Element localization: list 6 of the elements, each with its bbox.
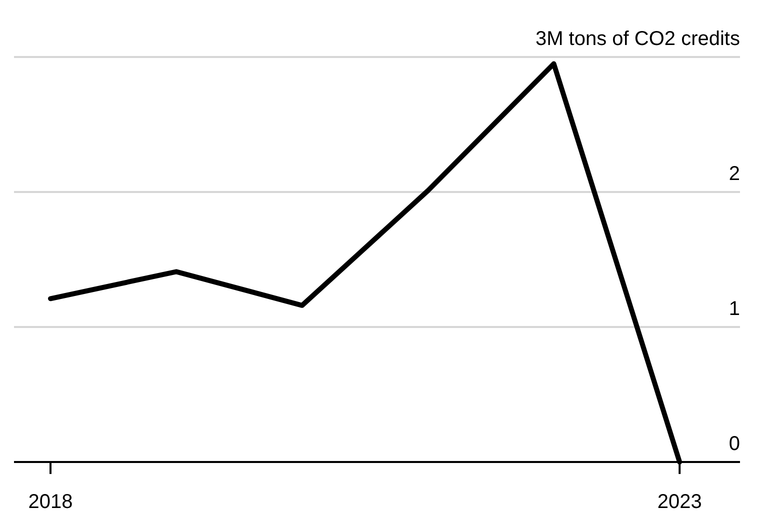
y-tick-label: 1 bbox=[728, 298, 740, 320]
x-tick-label: 2023 bbox=[657, 491, 702, 513]
y-tick-label: 0 bbox=[728, 433, 740, 455]
y-tick-label: 2 bbox=[728, 163, 740, 185]
y-tick-label: 3M tons of CO2 credits bbox=[535, 28, 740, 50]
x-tick-label: 2018 bbox=[28, 491, 73, 513]
